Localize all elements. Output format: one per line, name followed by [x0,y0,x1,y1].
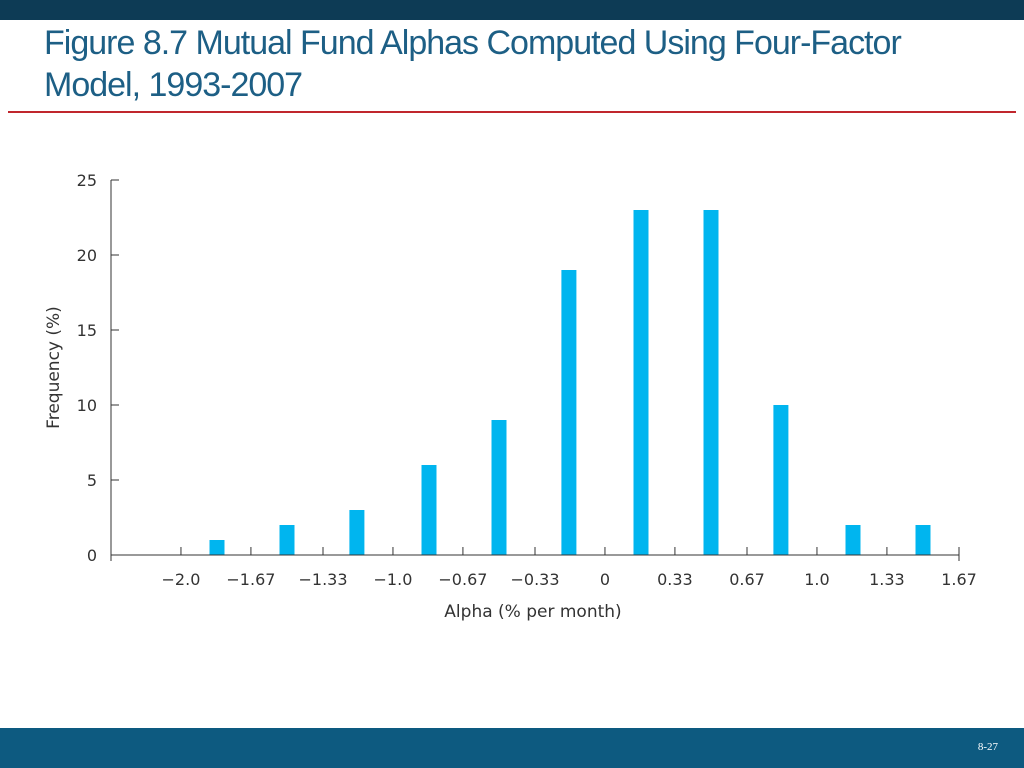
bar [845,525,861,555]
bar [349,510,365,555]
x-tick-label: −0.33 [510,570,559,589]
bar [279,525,295,555]
bar [703,210,719,555]
x-tick-label: 1.67 [941,570,977,589]
y-tick-label: 10 [77,396,97,415]
y-tick-label: 5 [87,471,97,490]
histogram-chart: 0 5 10 15 20 25 −2.0 −1.67 −1.33 −1.0 −0.67 −0.33 0… [44,171,977,622]
bar [491,420,507,555]
footer-bar [0,728,1024,768]
bar [421,465,437,555]
top-bar [0,0,1024,20]
y-axis: 0 5 10 15 20 25 [77,171,119,565]
bar [915,525,931,555]
page-number: 8-27 [977,741,998,753]
x-axis: −2.0 −1.67 −1.33 −1.0 −0.67 −0.33 0 0.33 0.67 1.0… [110,547,977,589]
x-tick-label: 1.33 [869,570,905,589]
x-tick-label: −1.0 [374,570,413,589]
x-tick-label: 0.67 [729,570,765,589]
y-tick-label: 0 [87,546,97,565]
x-tick-label: 1.0 [804,570,829,589]
y-tick-label: 25 [77,171,97,190]
slide-title: Figure 8.7 Mutual Fund Alphas Computed U… [44,24,902,104]
bar [561,270,577,555]
x-tick-label: 0.33 [657,570,693,589]
bar [633,210,649,555]
x-tick-label: 0 [600,570,610,589]
x-axis-title: Alpha (% per month) [444,602,621,622]
x-tick-label: −1.33 [298,570,347,589]
y-axis-title: Frequency (%) [44,306,64,429]
bar [209,540,225,555]
x-tick-label: −2.0 [162,570,201,589]
y-tick-label: 15 [77,321,97,340]
bar [773,405,789,555]
x-tick-label: −1.67 [226,570,275,589]
bars-group [209,210,931,555]
y-tick-label: 20 [77,246,97,265]
x-tick-label: −0.67 [438,570,487,589]
title-rule [8,111,1016,113]
